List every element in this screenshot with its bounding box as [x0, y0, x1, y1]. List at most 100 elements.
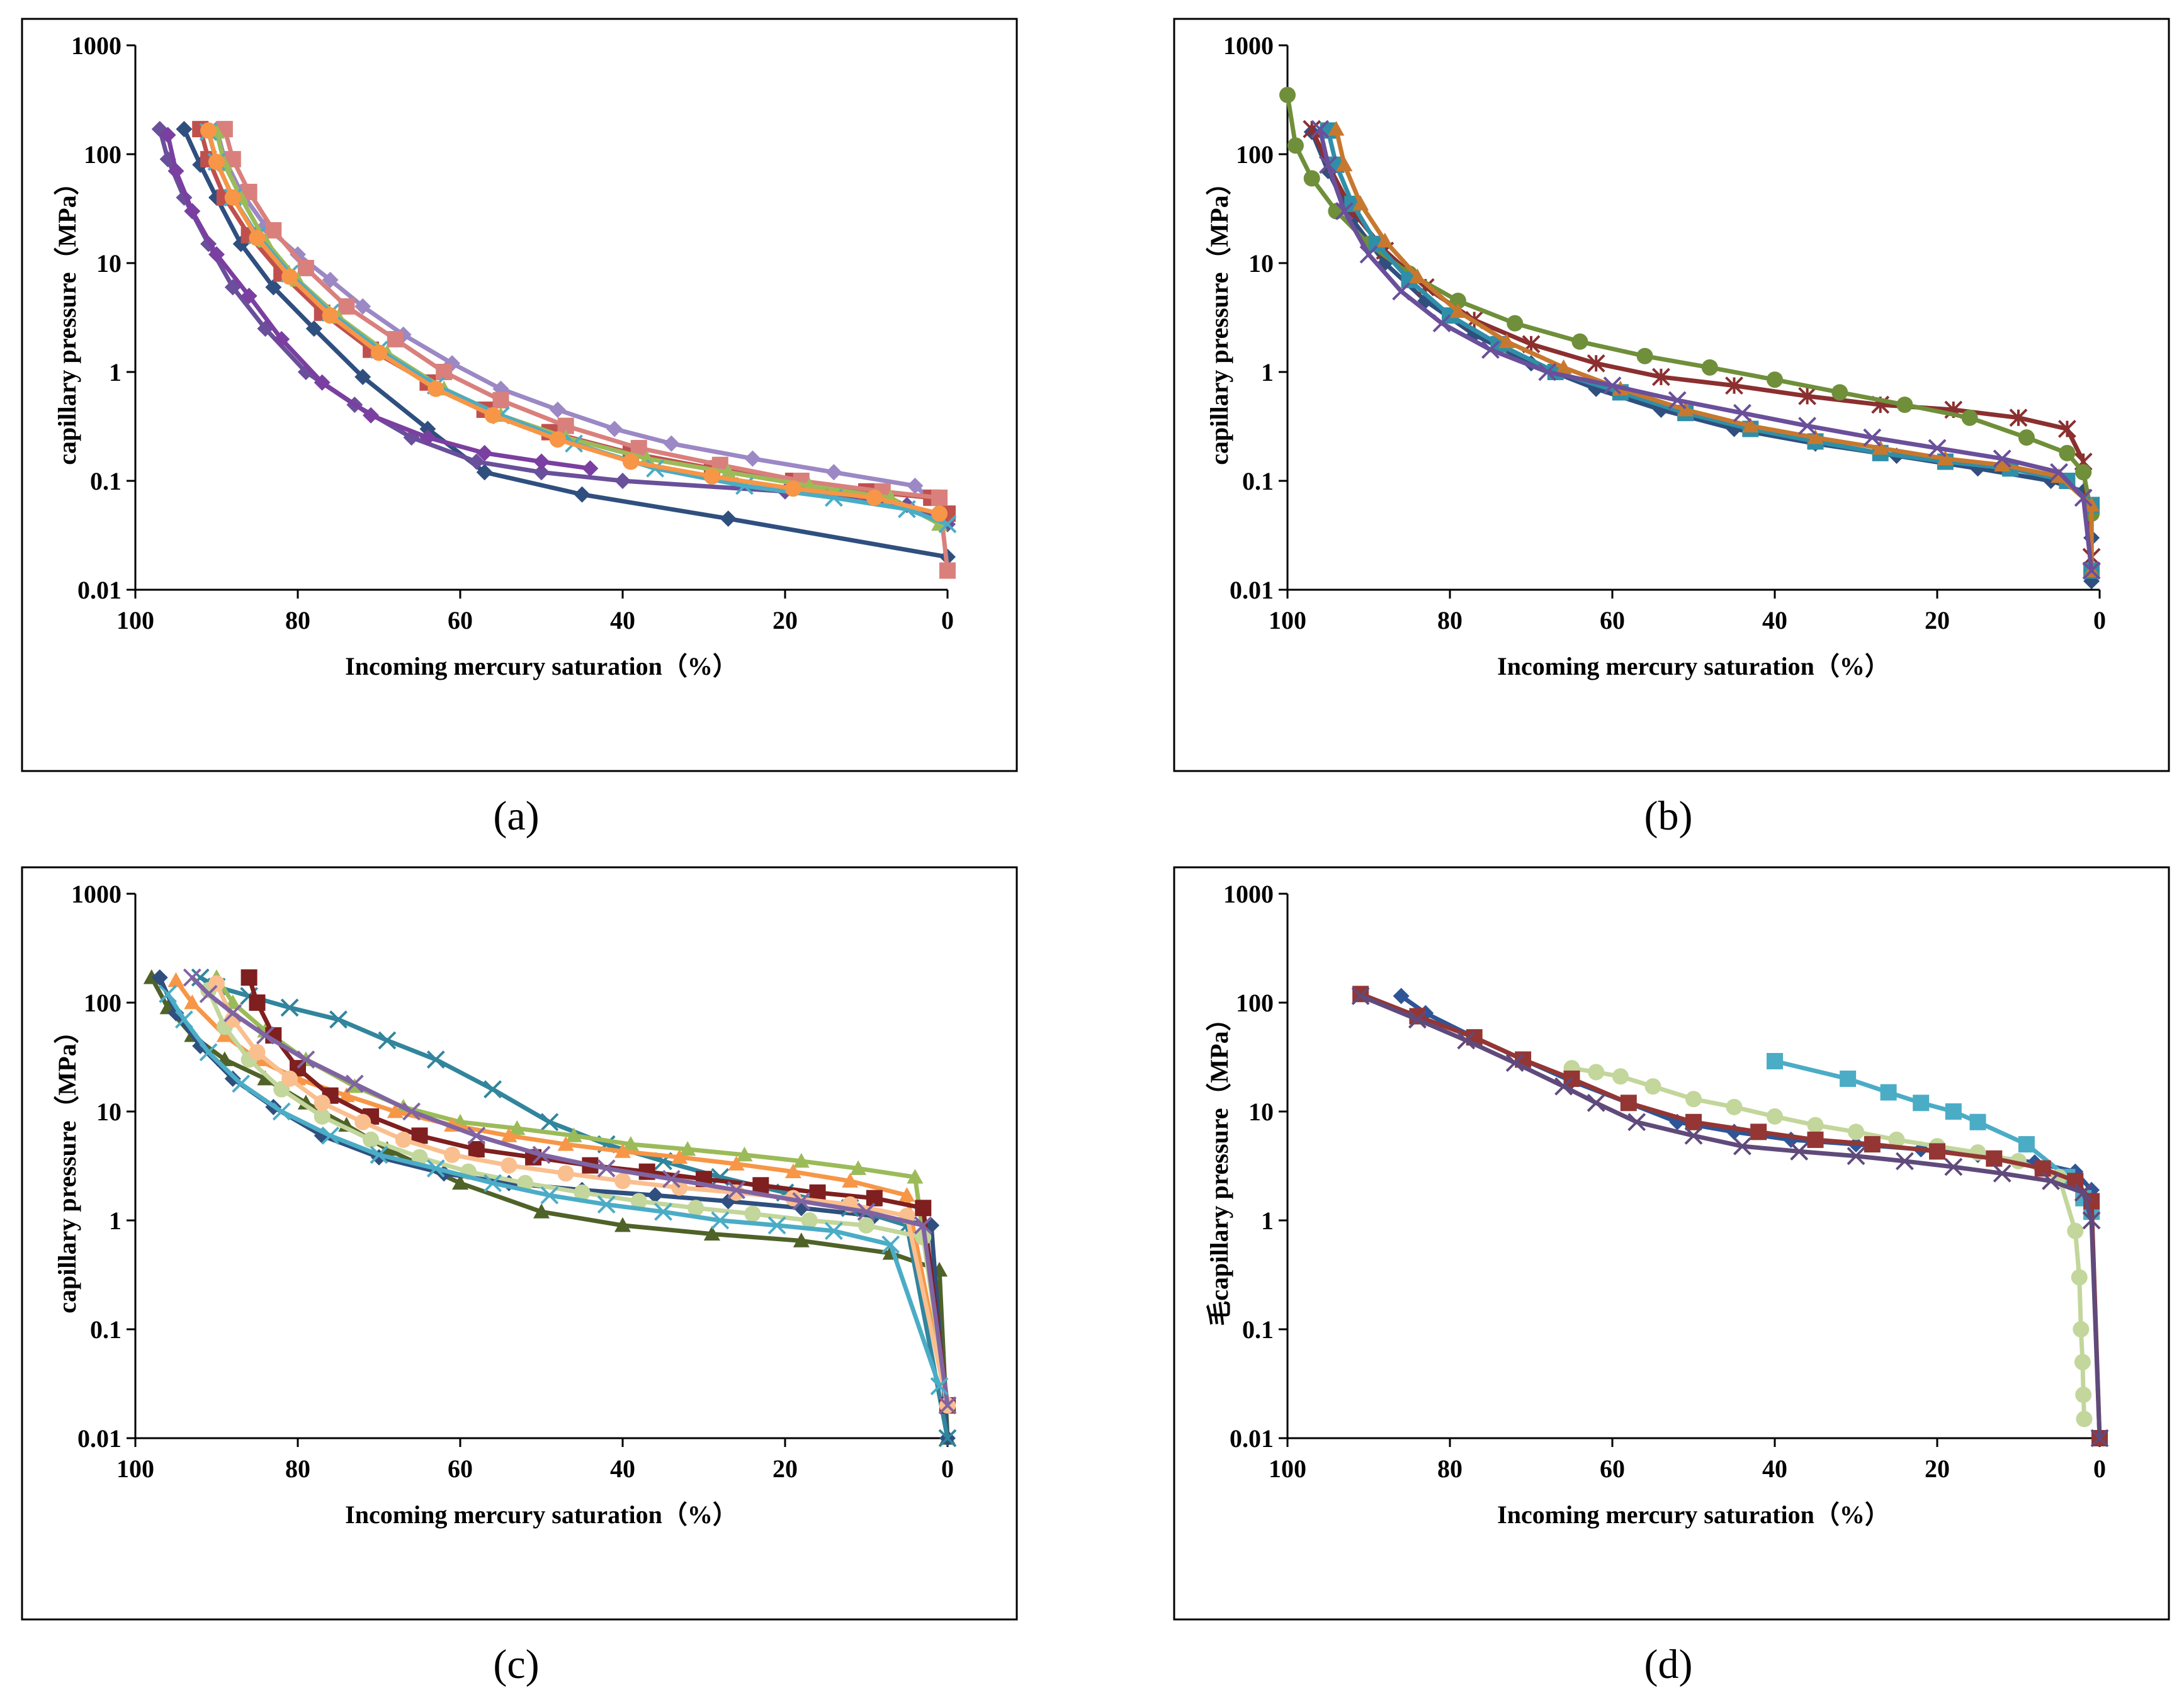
- data-point: [907, 477, 924, 494]
- data-point: [1831, 384, 1848, 401]
- data-point: [866, 489, 883, 506]
- chart-svg: 0.01 0.1 1 10 100 1000 100 80 60 40 20 0 Incoming me…: [1173, 18, 2170, 839]
- data-point: [557, 1165, 574, 1182]
- data-point: [549, 431, 566, 448]
- x-tick-label: 40: [610, 606, 635, 634]
- y-tick-label: 1: [109, 358, 122, 386]
- data-point: [1880, 1084, 1897, 1101]
- data-point: [792, 1192, 811, 1210]
- data-point: [272, 1102, 291, 1121]
- y-tick-label: 0.01: [1230, 576, 1274, 604]
- x-axis-label: Incoming mercury saturation（%）: [1497, 652, 1890, 680]
- data-point: [2057, 420, 2076, 438]
- data-point: [1612, 1068, 1629, 1085]
- chart-panel-d: 0.01 0.1 1 10 100 1000 100 80 60 40 20 0 Incoming me…: [1152, 848, 2184, 1700]
- data-point: [931, 505, 948, 522]
- panel-label: (c): [493, 1641, 539, 1687]
- data-point: [532, 1146, 551, 1164]
- data-point: [265, 279, 282, 296]
- panel-label: (b): [1644, 793, 1693, 839]
- data-point: [1335, 202, 1354, 220]
- data-point: [938, 1396, 957, 1415]
- y-tick-label: 0.01: [1230, 1424, 1274, 1453]
- data-point: [371, 344, 387, 361]
- data-point: [1481, 341, 1500, 359]
- y-tick-label: 1000: [1223, 31, 1274, 60]
- series: [1351, 987, 2109, 1448]
- x-tick-label: 60: [448, 1455, 473, 1483]
- data-point: [850, 1160, 867, 1175]
- chart-frame: [1173, 866, 2170, 1621]
- x-tick-label: 80: [285, 606, 310, 634]
- data-point: [402, 1102, 421, 1121]
- y-tick-label: 0.01: [77, 1424, 122, 1453]
- data-point: [363, 1131, 380, 1148]
- data-point: [549, 401, 566, 418]
- data-point: [1636, 347, 1653, 364]
- series: [159, 984, 949, 1395]
- data-point: [314, 374, 331, 391]
- y-tick-label: 100: [84, 140, 122, 169]
- data-point: [2076, 1410, 2093, 1427]
- y-tick-label: 100: [84, 989, 122, 1017]
- data-point: [784, 480, 801, 497]
- data-point: [1685, 1091, 1702, 1108]
- chart-panel-a: 0.01 0.1 1 10 100 1000 100 80 60 40 20 0 Incoming me…: [0, 0, 1033, 852]
- data-point: [801, 1212, 818, 1229]
- data-point: [2059, 444, 2076, 461]
- data-point: [1554, 1077, 1573, 1096]
- series-line: [1358, 993, 2102, 1441]
- data-point: [744, 1205, 761, 1222]
- data-point: [1393, 988, 1410, 1005]
- data-point: [1937, 450, 1954, 466]
- data-point: [1449, 303, 1466, 318]
- data-point: [199, 1043, 218, 1062]
- data-point: [484, 1080, 502, 1099]
- data-point: [1352, 195, 1369, 211]
- data-point: [2090, 1429, 2109, 1448]
- data-point: [297, 1050, 315, 1069]
- data-point: [395, 1131, 412, 1148]
- data-point: [1929, 1143, 1945, 1160]
- data-point: [533, 1203, 550, 1219]
- data-point: [711, 1211, 730, 1230]
- data-point: [720, 464, 737, 479]
- data-point: [199, 984, 218, 1003]
- data-point: [898, 1187, 915, 1202]
- data-point: [1928, 439, 1947, 458]
- data-point: [1571, 333, 1588, 350]
- y-axis-label: 毛capillary pressure（MPa）: [1205, 1006, 1233, 1326]
- data-point: [419, 429, 436, 446]
- data-point: [1790, 1142, 1809, 1161]
- data-point: [509, 1120, 526, 1135]
- x-tick-label: 0: [941, 606, 954, 634]
- data-point: [280, 998, 299, 1017]
- data-point: [663, 435, 680, 452]
- y-tick-label: 100: [1236, 140, 1274, 169]
- data-point: [444, 1146, 461, 1163]
- data-point: [281, 1070, 298, 1087]
- data-point: [1847, 1147, 1865, 1166]
- data-point: [378, 1031, 397, 1050]
- x-axis-label: Incoming mercury saturation（%）: [1497, 1500, 1890, 1529]
- data-point: [1555, 359, 1572, 374]
- series-line: [1318, 127, 2094, 573]
- data-point: [354, 1113, 371, 1130]
- data-point: [484, 1174, 502, 1193]
- data-point: [824, 1222, 843, 1241]
- data-point: [1376, 232, 1393, 248]
- data-point: [436, 1165, 453, 1182]
- data-point: [167, 162, 184, 179]
- data-point: [426, 1159, 445, 1178]
- data-point: [533, 464, 550, 481]
- data-point: [1969, 1113, 1986, 1130]
- data-point: [290, 246, 306, 263]
- data-point: [1750, 1123, 1767, 1140]
- data-point: [1944, 1157, 1963, 1176]
- data-point: [1587, 354, 1605, 373]
- data-point: [208, 975, 225, 992]
- data-point: [914, 1216, 932, 1235]
- y-tick-label: 1: [1261, 358, 1274, 386]
- panel-label: (a): [493, 793, 539, 839]
- y-tick-label: 0.1: [1242, 467, 1274, 495]
